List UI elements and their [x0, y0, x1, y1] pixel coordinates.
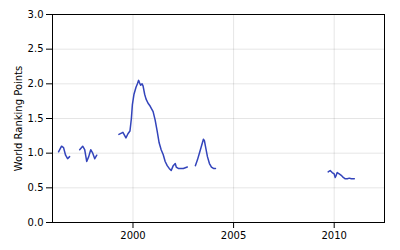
- svg-text:1.0: 1.0: [28, 147, 44, 158]
- svg-text:2005: 2005: [221, 230, 246, 241]
- svg-text:World Ranking Points: World Ranking Points: [13, 66, 24, 172]
- svg-text:2.5: 2.5: [28, 43, 44, 54]
- svg-text:2000: 2000: [120, 230, 145, 241]
- svg-text:2.0: 2.0: [28, 78, 44, 89]
- svg-text:0.5: 0.5: [28, 182, 44, 193]
- svg-text:2010: 2010: [321, 230, 346, 241]
- svg-text:0.0: 0.0: [28, 217, 44, 228]
- svg-text:3.0: 3.0: [28, 9, 44, 20]
- svg-text:1.5: 1.5: [28, 113, 44, 124]
